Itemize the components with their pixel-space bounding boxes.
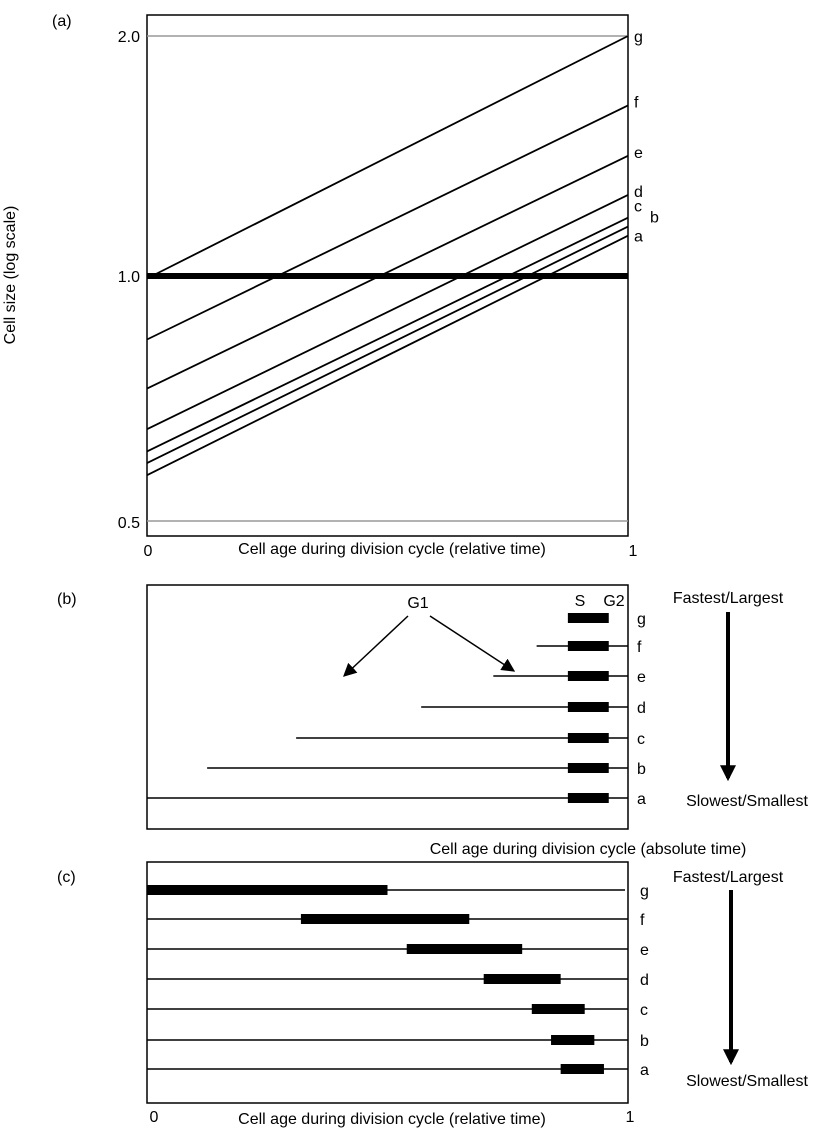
panel-b-s-bar-g [567, 613, 609, 623]
panel-c-label: (c) [57, 869, 76, 886]
panel-b-x-axis-label: Cell age during division cycle (absolute… [430, 841, 747, 858]
panel-c-row-label-b: b [640, 1033, 649, 1050]
panel-a-series-lines [146, 35, 629, 476]
panel-a-x-axis-label: Cell age during division cycle (relative… [238, 541, 546, 558]
panel-a-series-label-b: b [650, 210, 659, 227]
panel-c-s-bar-g [147, 885, 388, 895]
panel-c-s-bar-a [560, 1064, 604, 1074]
panel-c-frame [146, 861, 629, 1104]
phase-label-g2: G2 [603, 593, 624, 610]
panel-c-row-label-f: f [640, 912, 645, 929]
panel-a-series-label-d: d [634, 184, 643, 201]
panel-b-row-label-e: e [637, 669, 646, 686]
panel-a-label: (a) [52, 13, 72, 30]
panel-c-s-bar-e [406, 944, 523, 954]
panel-c-row-label-c: c [640, 1002, 648, 1019]
panel-a-series-label-c: c [634, 199, 642, 216]
x-tick-0: 0 [144, 543, 153, 560]
panel-c-bottom-note: Slowest/Smallest [686, 1073, 808, 1090]
panel-a-line-c [146, 216, 629, 453]
panel-c-s-bar-d [483, 974, 561, 984]
panel-b-s-bar-f [567, 641, 609, 651]
panel-b-row-label-g: g [637, 611, 646, 628]
panel-a-line-e [146, 155, 629, 390]
panel-b-bottom-note: Slowest/Smallest [686, 793, 808, 810]
y-tick-2: 2.0 [118, 29, 140, 46]
phase-label-g1: G1 [407, 595, 428, 612]
y-tick-1: 1.0 [118, 269, 140, 286]
panel-b-s-bar-e [567, 671, 609, 681]
panel-c-row-label-e: e [640, 942, 649, 959]
panel-a-y-axis-label: Cell size (log scale) [2, 206, 19, 345]
panel-c-s-bar-c [531, 1004, 585, 1014]
panel-b-row-label-d: d [637, 700, 646, 717]
panel-b-s-bar-a [567, 793, 609, 803]
panel-c-row-label-a: a [640, 1062, 649, 1079]
panel-c-x-tick-1: 1 [626, 1109, 635, 1126]
panel-b-row-label-b: b [637, 761, 646, 778]
panel-b-row-label-a: a [637, 791, 646, 808]
panel-a-line-b [146, 225, 629, 464]
panel-b-s-bar-b [567, 763, 609, 773]
panel-a-series-label-f: f [634, 94, 639, 111]
panel-c-x-axis-label: Cell age during division cycle (relative… [238, 1111, 546, 1128]
panel-b-row-label-f: f [637, 639, 642, 656]
x-tick-1: 1 [629, 543, 638, 560]
g1-arrow-to-e [429, 615, 516, 672]
panel-c-row-label-g: g [640, 883, 649, 900]
panel-b-label: (b) [57, 591, 77, 608]
panel-b-row-label-c: c [637, 731, 645, 748]
panel-a-series-label-e: e [634, 145, 643, 162]
panel-a-series-label-g: g [634, 29, 643, 46]
panel-a-line-a [146, 234, 629, 476]
panel-c-row-label-d: d [640, 972, 649, 989]
panel-b-s-bar-d [567, 702, 609, 712]
panel-b-top-note: Fastest/Largest [673, 590, 784, 607]
panel-c-top-note: Fastest/Largest [673, 869, 784, 886]
panel-b-s-bar-c [567, 733, 609, 743]
y-tick-0: 0.5 [118, 515, 140, 532]
panel-c-x-tick-0: 0 [150, 1109, 159, 1126]
panel-a-series-label-a: a [634, 229, 643, 246]
panel-c-s-bar-f [300, 914, 470, 924]
panel-a-line-g [146, 35, 629, 280]
panel-c-s-bar-b [551, 1035, 595, 1045]
g1-arrow-to-c [343, 615, 409, 677]
panel-a-line-d [146, 194, 629, 431]
panel-a-line-f [146, 104, 629, 341]
phase-label-s: S [575, 593, 586, 610]
